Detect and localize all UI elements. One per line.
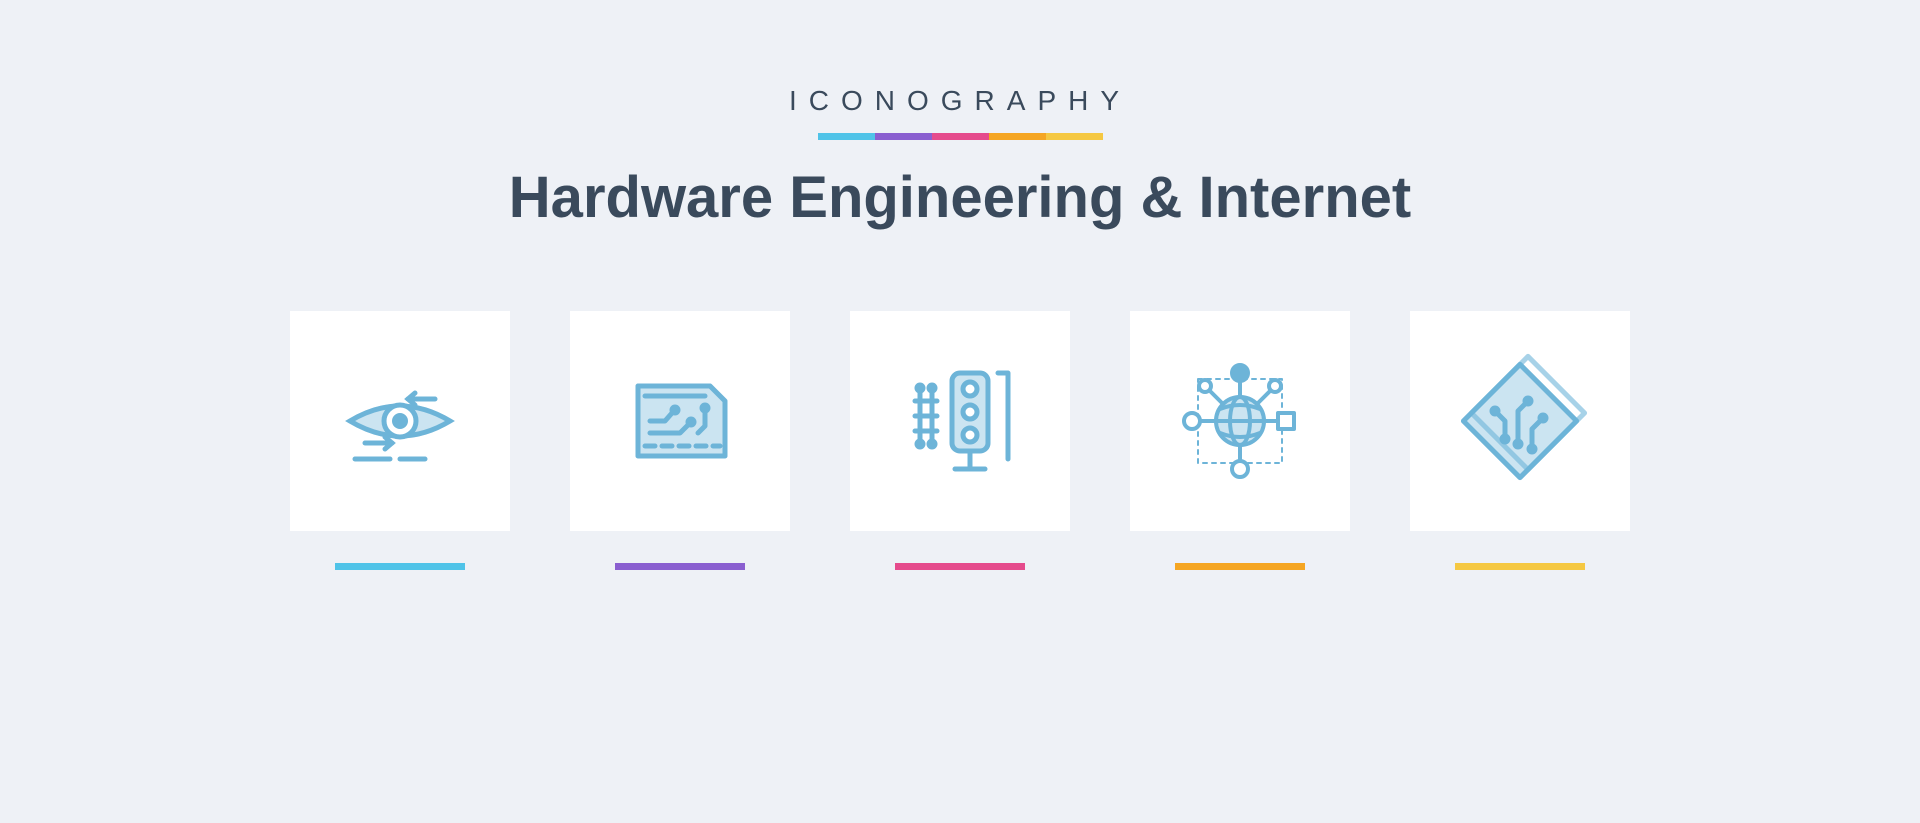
icon-box [850, 311, 1070, 531]
icon-row [290, 311, 1630, 570]
card-underline [615, 563, 745, 570]
stripe-4 [989, 133, 1046, 140]
stripe-2 [875, 133, 932, 140]
card-underline [1175, 563, 1305, 570]
eye-sensor-icon [330, 351, 470, 491]
memory-card-circuit-icon [610, 351, 750, 491]
card-underline [895, 563, 1025, 570]
traffic-light-smart-icon [890, 351, 1030, 491]
page-title: Hardware Engineering & Internet [509, 164, 1411, 231]
icon-card-traffic [850, 311, 1070, 570]
icon-card-memory [570, 311, 790, 570]
icon-card-chip [1410, 311, 1630, 570]
stripe-3 [932, 133, 989, 140]
icon-card-globe-network [1130, 311, 1350, 570]
card-underline [1455, 563, 1585, 570]
globe-network-iot-icon [1170, 351, 1310, 491]
chip-motherboard-icon [1450, 351, 1590, 491]
card-underline [335, 563, 465, 570]
icon-box [1130, 311, 1350, 531]
icon-box [570, 311, 790, 531]
stripe-5 [1046, 133, 1103, 140]
brand-label: ICONOGRAPHY [789, 85, 1131, 117]
icon-box [1410, 311, 1630, 531]
icon-box [290, 311, 510, 531]
brand-stripes [818, 133, 1103, 140]
stripe-1 [818, 133, 875, 140]
icon-card-eye [290, 311, 510, 570]
